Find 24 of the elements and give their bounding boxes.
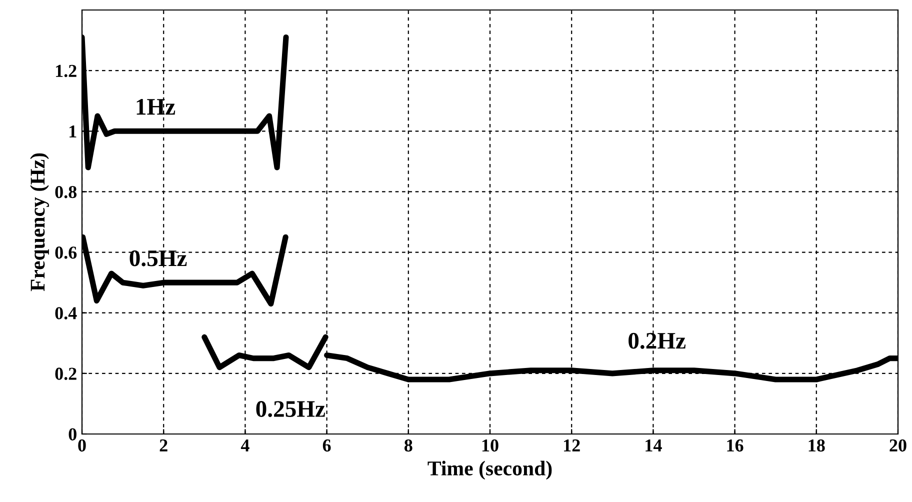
- y-tick-label: 0.4: [55, 307, 77, 320]
- x-tick-label: 10: [482, 439, 498, 452]
- x-tick-label: 12: [564, 439, 580, 452]
- y-tick-label: 0.2: [55, 368, 76, 380]
- x-tick-label: 2: [160, 439, 168, 452]
- x-tick-label: 8: [404, 439, 412, 452]
- y-tick-label: 0.6: [55, 246, 77, 259]
- y-tick-label: 1: [70, 125, 76, 138]
- x-tick-label: 4: [240, 440, 250, 452]
- series-label: 1Hz: [136, 99, 176, 115]
- x-tick-label: 16: [727, 439, 744, 452]
- y-tick-label: 1.2: [56, 64, 76, 78]
- x-axis-title: Time (second): [428, 460, 552, 480]
- series-label: 0.2Hz: [628, 332, 686, 349]
- x-tick-label: 0: [78, 439, 86, 452]
- series-label: 0.25Hz: [256, 401, 325, 418]
- y-tick-label: 0.8: [55, 186, 77, 198]
- y-axis-title: Frequency (Hz): [30, 153, 50, 292]
- x-tick-label: 18: [808, 439, 825, 452]
- y-tick-label: 0: [68, 428, 76, 440]
- series-label: 0.5Hz: [130, 250, 187, 266]
- x-tick-label: 14: [646, 439, 662, 452]
- x-tick-label: 20: [890, 439, 906, 452]
- x-tick-label: 6: [322, 439, 331, 452]
